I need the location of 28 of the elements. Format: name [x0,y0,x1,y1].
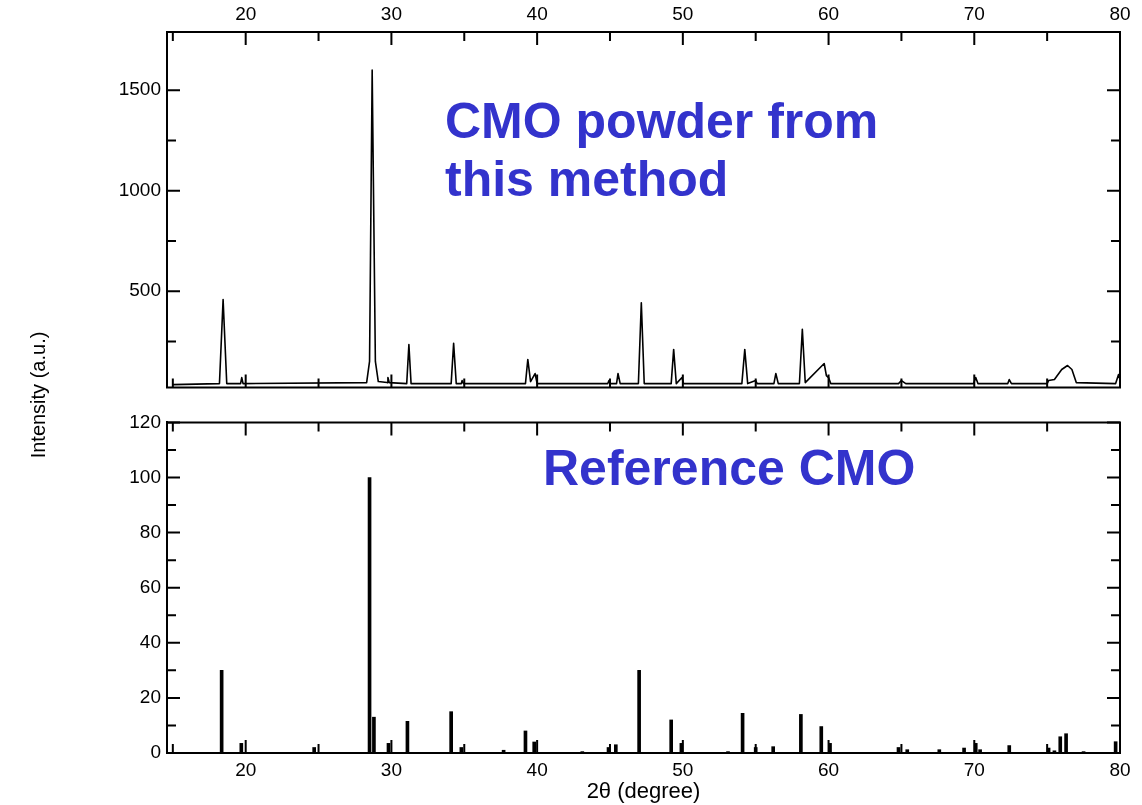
x-tick-label: 60 [817,758,840,780]
y-tick-label: 0 [150,741,161,763]
y-tick-label: 60 [139,575,161,597]
x-tick-label: 40 [526,758,548,780]
x-tick-label: 70 [963,758,985,780]
x-tick-label: 20 [235,2,257,24]
y-tick-label: 20 [139,686,161,708]
x-axis-title: 2θ (degree) [586,777,701,803]
x-tick-label: 40 [526,2,548,24]
y-tick-label: 1500 [118,78,161,100]
y-tick-label: 40 [139,631,161,653]
y-tick-label: 500 [129,279,161,301]
annotation: Reference CMO [543,439,917,497]
y-tick-label: 80 [139,520,161,542]
x-tick-label: 80 [1109,758,1131,780]
x-tick-label: 80 [1109,2,1131,24]
annotation: CMO powder from this method [445,92,880,208]
x-tick-label: 50 [672,2,694,24]
x-tick-label: 20 [235,758,257,780]
y-axis-title: Intensity (a.u.) [26,330,50,461]
x-tick-label: 30 [380,758,402,780]
x-tick-label: 30 [380,2,402,24]
x-tick-label: 50 [672,758,694,780]
x-tick-label: 60 [817,2,840,24]
y-tick-label: 100 [129,465,161,487]
y-tick-label: 120 [129,410,161,432]
x-tick-label: 70 [963,2,985,24]
y-tick-label: 1000 [118,178,161,200]
